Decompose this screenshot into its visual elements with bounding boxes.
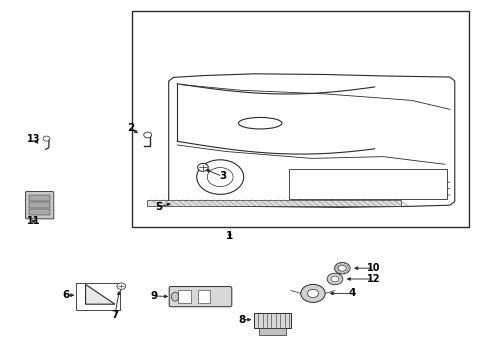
Bar (29, 209, 50, 215)
Circle shape (43, 136, 50, 141)
Text: 12: 12 (366, 274, 380, 284)
Text: 5: 5 (155, 202, 162, 212)
FancyBboxPatch shape (25, 192, 54, 219)
Ellipse shape (171, 292, 179, 301)
FancyBboxPatch shape (169, 287, 231, 307)
Bar (259, 328, 285, 335)
Text: 4: 4 (347, 288, 355, 298)
Bar (146, 200, 400, 206)
Ellipse shape (238, 117, 281, 129)
Text: 11: 11 (26, 216, 40, 226)
Text: 3: 3 (219, 171, 225, 181)
Circle shape (338, 265, 346, 271)
Bar (76, 283, 120, 310)
Bar (254, 313, 290, 328)
Bar (29, 202, 50, 208)
Text: 2: 2 (127, 123, 134, 133)
Circle shape (197, 163, 208, 171)
Text: 6: 6 (62, 290, 69, 300)
Text: 10: 10 (366, 263, 380, 273)
Text: 9: 9 (150, 291, 157, 301)
Bar (288, 170, 447, 199)
Text: 1: 1 (226, 231, 233, 241)
Text: 8: 8 (238, 315, 245, 325)
Text: 7: 7 (111, 310, 119, 320)
Circle shape (330, 276, 338, 282)
Bar (178, 290, 191, 303)
Text: 13: 13 (26, 134, 40, 144)
Polygon shape (85, 284, 115, 304)
Circle shape (207, 168, 233, 186)
Circle shape (196, 160, 243, 194)
Circle shape (307, 289, 318, 297)
Circle shape (117, 283, 125, 289)
Bar (132, 11, 468, 227)
Circle shape (300, 284, 325, 302)
Circle shape (334, 262, 349, 274)
Circle shape (326, 273, 342, 285)
Bar (197, 290, 210, 303)
Bar (29, 195, 50, 201)
Circle shape (143, 132, 151, 138)
